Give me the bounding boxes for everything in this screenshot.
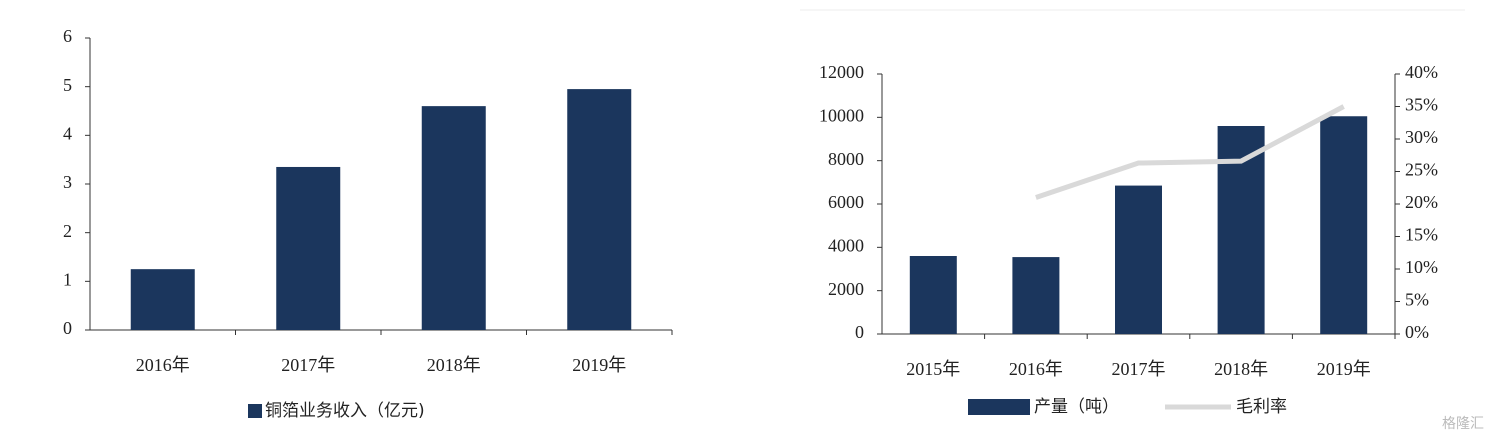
x-tick-label: 2018年 bbox=[427, 355, 481, 375]
y-tick-label: 8000 bbox=[828, 149, 864, 169]
y-tick-label: 0 bbox=[63, 318, 72, 338]
y-tick-label: 10000 bbox=[819, 105, 864, 125]
bar bbox=[567, 89, 632, 330]
bar bbox=[421, 106, 486, 330]
legend-swatch bbox=[968, 399, 1030, 415]
y-tick-label: 3 bbox=[63, 172, 72, 192]
bar bbox=[276, 166, 341, 330]
legend-label: 毛利率 bbox=[1236, 397, 1287, 417]
y-tick-label: 4 bbox=[63, 123, 72, 143]
y2-tick-label: 5% bbox=[1405, 290, 1429, 310]
bar bbox=[909, 256, 957, 334]
watermark: 格隆汇 bbox=[1442, 416, 1484, 432]
x-tick-label: 2017年 bbox=[281, 355, 335, 375]
x-tick-label: 2015年 bbox=[906, 359, 960, 379]
y2-tick-label: 30% bbox=[1405, 127, 1438, 147]
y2-tick-label: 10% bbox=[1405, 257, 1438, 277]
bar bbox=[1320, 116, 1368, 334]
line bbox=[1035, 104, 1345, 200]
y2-tick-label: 25% bbox=[1405, 160, 1438, 180]
y2-tick-label: 0% bbox=[1405, 322, 1429, 342]
y-tick-label: 0 bbox=[855, 322, 864, 342]
y2-tick-label: 20% bbox=[1405, 192, 1438, 212]
y-tick-label: 6000 bbox=[828, 192, 864, 212]
x-tick-label: 2019年 bbox=[1317, 359, 1371, 379]
legend-label: 铜箔业务收入（亿元) bbox=[265, 401, 425, 421]
y-tick-label: 4000 bbox=[828, 235, 864, 255]
bar bbox=[130, 269, 195, 330]
bar bbox=[1217, 126, 1265, 334]
x-tick-label: 2018年 bbox=[1214, 359, 1268, 379]
x-tick-label: 2016年 bbox=[1009, 359, 1063, 379]
legend-swatch bbox=[248, 404, 262, 418]
y-tick-label: 12000 bbox=[819, 62, 864, 82]
bar bbox=[1012, 257, 1060, 334]
x-tick-label: 2016年 bbox=[136, 355, 190, 375]
y-tick-label: 1 bbox=[63, 269, 72, 289]
bar bbox=[1115, 185, 1162, 334]
y-tick-label: 5 bbox=[63, 75, 72, 95]
y-tick-label: 2000 bbox=[828, 279, 864, 299]
x-tick-label: 2019年 bbox=[572, 355, 626, 375]
legend-label: 产量（吨） bbox=[1034, 397, 1119, 417]
y2-tick-label: 35% bbox=[1405, 95, 1438, 115]
x-tick-label: 2017年 bbox=[1112, 359, 1166, 379]
y-tick-label: 6 bbox=[63, 26, 72, 46]
y-tick-label: 2 bbox=[63, 221, 72, 241]
y2-tick-label: 15% bbox=[1405, 225, 1438, 245]
y2-tick-label: 40% bbox=[1405, 62, 1438, 82]
